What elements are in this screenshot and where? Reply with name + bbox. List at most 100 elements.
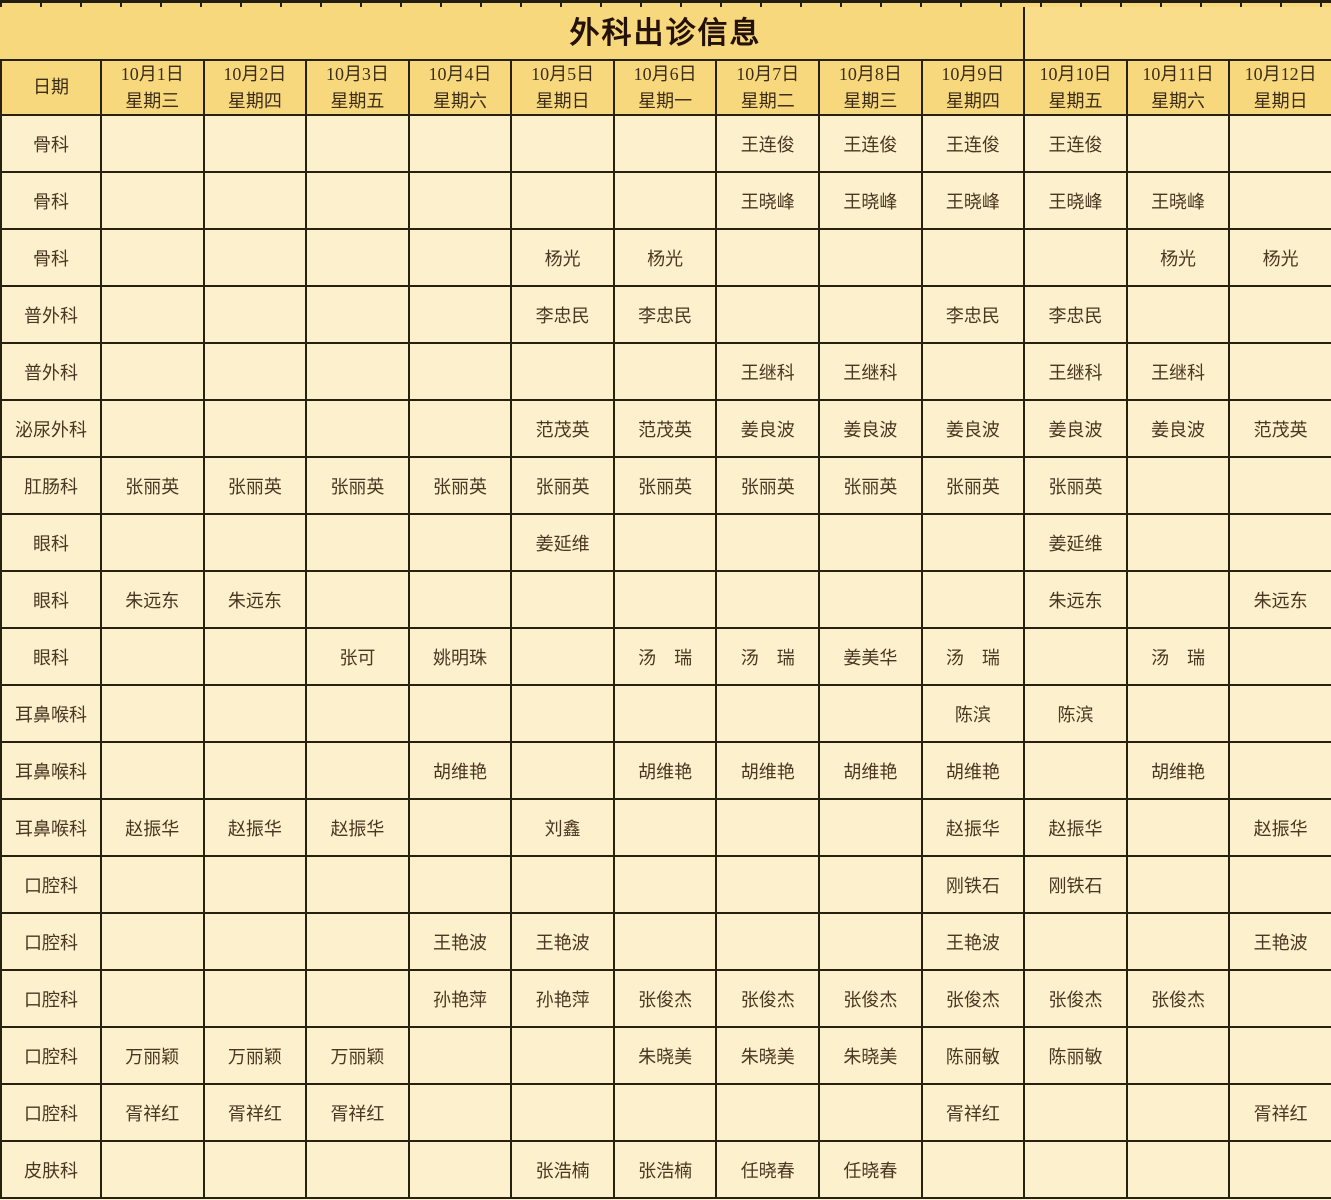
schedule-cell: [1228, 741, 1331, 800]
schedule-cell: [305, 741, 410, 800]
schedule-cell: 王继科: [1023, 342, 1128, 401]
schedule-cell: 陈丽敏: [920, 1026, 1026, 1085]
schedule-cell: [612, 912, 718, 971]
schedule-cell: [1023, 1140, 1128, 1199]
schedule-cell: [1125, 285, 1231, 344]
schedule-cell: [305, 399, 410, 458]
schedule-cell: [1125, 1026, 1231, 1085]
schedule-cell: [1228, 513, 1331, 572]
schedule-cell: [1125, 1140, 1231, 1199]
schedule-cell: [407, 798, 513, 857]
schedule-cell: [1125, 684, 1231, 743]
schedule-cell: 胥祥红: [1228, 1083, 1331, 1142]
schedule-cell: [305, 855, 410, 914]
schedule-cell: 姜良波: [715, 399, 821, 458]
schedule-cell: [1125, 456, 1231, 515]
schedule-cell: [1125, 513, 1231, 572]
schedule-cell: [715, 513, 821, 572]
header-date: 10月1日: [120, 64, 184, 85]
schedule-cell: 朱远东: [1023, 570, 1128, 629]
header-date: 10月5日: [531, 64, 595, 85]
schedule-cell: [305, 570, 410, 629]
header-cell-day-12: 10月12日 星期日: [1228, 59, 1331, 116]
schedule-cell: [100, 513, 205, 572]
schedule-cell: 万丽颖: [100, 1026, 205, 1085]
header-date: 10月2日: [223, 64, 287, 85]
schedule-cell: [100, 684, 205, 743]
schedule-cell: 张俊杰: [1125, 969, 1231, 1028]
schedule-cell: [202, 285, 308, 344]
schedule-cell: [407, 1026, 513, 1085]
schedule-cell: 姜延维: [510, 513, 615, 572]
schedule-cell: [100, 627, 205, 686]
table-row: 骨科 王晓峰 王晓峰 王晓峰 王晓峰 王晓峰: [0, 171, 1331, 230]
schedule-cell: [612, 342, 718, 401]
schedule-cell: [202, 228, 308, 287]
schedule-cell: 范茂英: [1228, 399, 1331, 458]
dept-cell: 眼科: [0, 513, 102, 572]
schedule-cell: [612, 855, 718, 914]
schedule-cell: 杨光: [1228, 228, 1331, 287]
schedule-cell: 陈滨: [1023, 684, 1128, 743]
schedule-cell: 朱远东: [100, 570, 205, 629]
schedule-cell: [202, 399, 308, 458]
dept-cell: 眼科: [0, 627, 102, 686]
header-weekday: 星期三: [125, 90, 180, 111]
schedule-cell: 胡维艳: [612, 741, 718, 800]
schedule-cell: [407, 684, 513, 743]
schedule-cell: 胡维艳: [818, 741, 923, 800]
schedule-cell: [1228, 114, 1331, 173]
header-weekday: 星期五: [1048, 90, 1103, 111]
header-date: 10月10日: [1039, 64, 1112, 85]
schedule-cell: [818, 855, 923, 914]
header-weekday: 星期日: [1253, 90, 1308, 111]
schedule-cell: [612, 1083, 718, 1142]
table-row: 眼科 姜延维 姜延维: [0, 513, 1331, 572]
dept-cell: 皮肤科: [0, 1140, 102, 1199]
header-weekday: 星期日: [535, 90, 590, 111]
schedule-cell: [1023, 627, 1128, 686]
schedule-cell: [1228, 1140, 1331, 1199]
schedule-cell: [1125, 912, 1231, 971]
header-weekday: 星期五: [330, 90, 385, 111]
schedule-cell: [305, 684, 410, 743]
table-row: 耳鼻喉科 胡维艳 胡维艳 胡维艳 胡维艳 胡维艳 胡维艳: [0, 741, 1331, 800]
schedule-cell: 王艳波: [920, 912, 1026, 971]
schedule-cell: 汤 瑞: [1125, 627, 1231, 686]
schedule-cell: 陈滨: [920, 684, 1026, 743]
schedule-cell: [100, 741, 205, 800]
schedule-cell: 胡维艳: [407, 741, 513, 800]
schedule-cell: [715, 1083, 821, 1142]
schedule-cell: 张丽英: [407, 456, 513, 515]
title-row: 外科出诊信息: [0, 7, 1331, 59]
header-cell-day-3: 10月3日 星期五: [305, 59, 410, 116]
schedule-cell: 刚铁石: [920, 855, 1026, 914]
schedule-cell: [920, 1140, 1026, 1199]
table-row: 耳鼻喉科 赵振华 赵振华 赵振华 刘鑫 赵振华 赵振华 赵振华: [0, 798, 1331, 857]
schedule-cell: 赵振华: [100, 798, 205, 857]
header-date: 10月11日: [1142, 64, 1214, 85]
schedule-table: 日期 10月1日 星期三 10月2日 星期四 10月3日 星期五 10月4日 星期六 10月5日星…: [0, 59, 1331, 1199]
schedule-cell: [100, 114, 205, 173]
schedule-cell: 王继科: [715, 342, 821, 401]
schedule-cell: 张丽英: [202, 456, 308, 515]
schedule-cell: [1023, 741, 1128, 800]
schedule-cell: [612, 513, 718, 572]
table-row: 眼科 朱远东 朱远东 朱远东 朱远东: [0, 570, 1331, 629]
schedule-cell: [510, 570, 615, 629]
schedule-cell: 张俊杰: [920, 969, 1026, 1028]
header-weekday: 星期一: [638, 90, 693, 111]
schedule-cell: 姜美华: [818, 627, 923, 686]
header-cell-day-2: 10月2日 星期四: [202, 59, 308, 116]
schedule-cell: 张丽英: [715, 456, 821, 515]
header-date-label: 日期: [0, 59, 102, 116]
schedule-cell: [407, 114, 513, 173]
schedule-cell: [1228, 627, 1331, 686]
schedule-cell: [305, 114, 410, 173]
schedule-cell: 朱晓美: [612, 1026, 718, 1085]
table-row: 口腔科 万丽颖 万丽颖 万丽颖 朱晓美 朱晓美 朱晓美 陈丽敏 陈丽敏: [0, 1026, 1331, 1085]
schedule-cell: 姜良波: [1023, 399, 1128, 458]
header-date: 10月7日: [736, 64, 800, 85]
schedule-cell: [305, 228, 410, 287]
table-row: 眼科 张可 姚明珠汤 瑞汤 瑞姜美华汤 瑞汤 瑞: [0, 627, 1331, 686]
